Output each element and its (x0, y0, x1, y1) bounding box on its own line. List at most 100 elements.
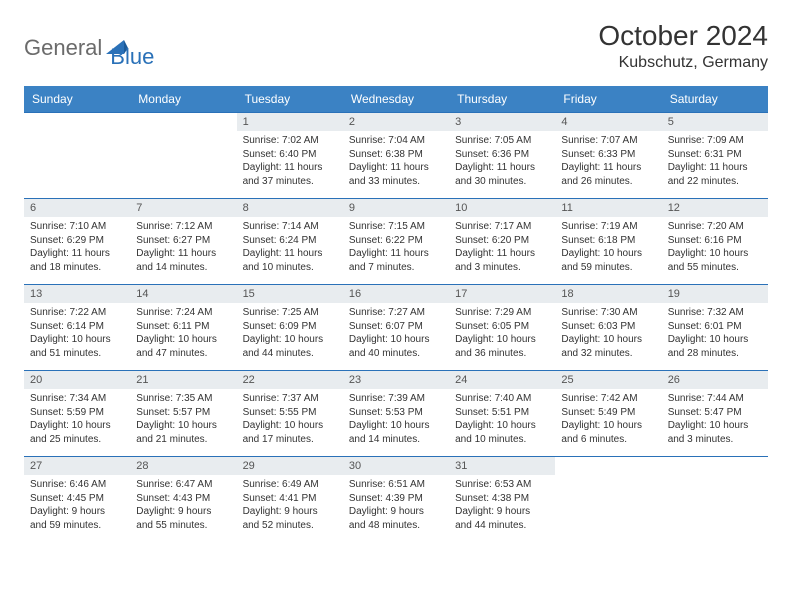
week-row: 1Sunrise: 7:02 AMSunset: 6:40 PMDaylight… (24, 113, 768, 199)
day-content: Sunrise: 6:47 AMSunset: 4:43 PMDaylight:… (130, 475, 236, 538)
day-content: Sunrise: 7:20 AMSunset: 6:16 PMDaylight:… (662, 217, 768, 280)
day-cell: 18Sunrise: 7:30 AMSunset: 6:03 PMDayligh… (555, 285, 661, 371)
day-cell: 5Sunrise: 7:09 AMSunset: 6:31 PMDaylight… (662, 113, 768, 199)
day-number: 19 (662, 285, 768, 303)
day-cell: 31Sunrise: 6:53 AMSunset: 4:38 PMDayligh… (449, 457, 555, 543)
day-number: 22 (237, 371, 343, 389)
day-cell: 24Sunrise: 7:40 AMSunset: 5:51 PMDayligh… (449, 371, 555, 457)
day-number: 25 (555, 371, 661, 389)
day-content: Sunrise: 6:49 AMSunset: 4:41 PMDaylight:… (237, 475, 343, 538)
day-header: Sunday (24, 86, 130, 113)
day-cell: 27Sunrise: 6:46 AMSunset: 4:45 PMDayligh… (24, 457, 130, 543)
day-number: 21 (130, 371, 236, 389)
day-header: Tuesday (237, 86, 343, 113)
day-number: 9 (343, 199, 449, 217)
day-number: 8 (237, 199, 343, 217)
day-content: Sunrise: 7:42 AMSunset: 5:49 PMDaylight:… (555, 389, 661, 452)
day-cell: 29Sunrise: 6:49 AMSunset: 4:41 PMDayligh… (237, 457, 343, 543)
day-cell: 21Sunrise: 7:35 AMSunset: 5:57 PMDayligh… (130, 371, 236, 457)
day-cell: 3Sunrise: 7:05 AMSunset: 6:36 PMDaylight… (449, 113, 555, 199)
day-number: 27 (24, 457, 130, 475)
day-cell: 28Sunrise: 6:47 AMSunset: 4:43 PMDayligh… (130, 457, 236, 543)
day-number: 6 (24, 199, 130, 217)
day-number: 7 (130, 199, 236, 217)
day-content: Sunrise: 6:51 AMSunset: 4:39 PMDaylight:… (343, 475, 449, 538)
logo-text-blue: Blue (110, 44, 154, 70)
day-cell: 6Sunrise: 7:10 AMSunset: 6:29 PMDaylight… (24, 199, 130, 285)
day-cell: 30Sunrise: 6:51 AMSunset: 4:39 PMDayligh… (343, 457, 449, 543)
day-number: 23 (343, 371, 449, 389)
day-content: Sunrise: 6:46 AMSunset: 4:45 PMDaylight:… (24, 475, 130, 538)
day-number: 11 (555, 199, 661, 217)
day-content: Sunrise: 7:22 AMSunset: 6:14 PMDaylight:… (24, 303, 130, 366)
location: Kubschutz, Germany (598, 54, 768, 72)
logo: General Blue (24, 20, 154, 70)
day-cell: 20Sunrise: 7:34 AMSunset: 5:59 PMDayligh… (24, 371, 130, 457)
week-row: 20Sunrise: 7:34 AMSunset: 5:59 PMDayligh… (24, 371, 768, 457)
day-content: Sunrise: 7:17 AMSunset: 6:20 PMDaylight:… (449, 217, 555, 280)
day-number: 10 (449, 199, 555, 217)
day-content: Sunrise: 7:35 AMSunset: 5:57 PMDaylight:… (130, 389, 236, 452)
day-number: 3 (449, 113, 555, 131)
day-number: 1 (237, 113, 343, 131)
day-number: 30 (343, 457, 449, 475)
day-header: Monday (130, 86, 236, 113)
day-content: Sunrise: 7:25 AMSunset: 6:09 PMDaylight:… (237, 303, 343, 366)
day-number: 17 (449, 285, 555, 303)
week-row: 6Sunrise: 7:10 AMSunset: 6:29 PMDaylight… (24, 199, 768, 285)
day-header: Saturday (662, 86, 768, 113)
title-block: October 2024 Kubschutz, Germany (598, 20, 768, 72)
day-cell: 23Sunrise: 7:39 AMSunset: 5:53 PMDayligh… (343, 371, 449, 457)
day-header: Friday (555, 86, 661, 113)
day-number: 5 (662, 113, 768, 131)
day-cell (24, 113, 130, 199)
day-content: Sunrise: 7:30 AMSunset: 6:03 PMDaylight:… (555, 303, 661, 366)
logo-text-general: General (24, 35, 102, 61)
day-content: Sunrise: 7:27 AMSunset: 6:07 PMDaylight:… (343, 303, 449, 366)
day-content: Sunrise: 7:37 AMSunset: 5:55 PMDaylight:… (237, 389, 343, 452)
day-number: 15 (237, 285, 343, 303)
day-cell: 10Sunrise: 7:17 AMSunset: 6:20 PMDayligh… (449, 199, 555, 285)
day-cell: 9Sunrise: 7:15 AMSunset: 6:22 PMDaylight… (343, 199, 449, 285)
day-cell: 19Sunrise: 7:32 AMSunset: 6:01 PMDayligh… (662, 285, 768, 371)
day-cell: 13Sunrise: 7:22 AMSunset: 6:14 PMDayligh… (24, 285, 130, 371)
day-number: 12 (662, 199, 768, 217)
day-number: 26 (662, 371, 768, 389)
day-cell: 8Sunrise: 7:14 AMSunset: 6:24 PMDaylight… (237, 199, 343, 285)
day-cell: 16Sunrise: 7:27 AMSunset: 6:07 PMDayligh… (343, 285, 449, 371)
day-cell: 17Sunrise: 7:29 AMSunset: 6:05 PMDayligh… (449, 285, 555, 371)
day-content: Sunrise: 7:12 AMSunset: 6:27 PMDaylight:… (130, 217, 236, 280)
day-cell: 12Sunrise: 7:20 AMSunset: 6:16 PMDayligh… (662, 199, 768, 285)
day-header: Thursday (449, 86, 555, 113)
day-content: Sunrise: 7:44 AMSunset: 5:47 PMDaylight:… (662, 389, 768, 452)
day-cell: 4Sunrise: 7:07 AMSunset: 6:33 PMDaylight… (555, 113, 661, 199)
week-row: 13Sunrise: 7:22 AMSunset: 6:14 PMDayligh… (24, 285, 768, 371)
day-content: Sunrise: 7:04 AMSunset: 6:38 PMDaylight:… (343, 131, 449, 194)
day-cell (130, 113, 236, 199)
day-content: Sunrise: 7:19 AMSunset: 6:18 PMDaylight:… (555, 217, 661, 280)
day-number: 18 (555, 285, 661, 303)
day-content: Sunrise: 7:40 AMSunset: 5:51 PMDaylight:… (449, 389, 555, 452)
day-content: Sunrise: 6:53 AMSunset: 4:38 PMDaylight:… (449, 475, 555, 538)
day-number: 24 (449, 371, 555, 389)
calendar-table: SundayMondayTuesdayWednesdayThursdayFrid… (24, 86, 768, 543)
month-title: October 2024 (598, 20, 768, 52)
day-number: 16 (343, 285, 449, 303)
week-row: 27Sunrise: 6:46 AMSunset: 4:45 PMDayligh… (24, 457, 768, 543)
day-number: 31 (449, 457, 555, 475)
day-cell: 2Sunrise: 7:04 AMSunset: 6:38 PMDaylight… (343, 113, 449, 199)
day-cell: 11Sunrise: 7:19 AMSunset: 6:18 PMDayligh… (555, 199, 661, 285)
day-number: 2 (343, 113, 449, 131)
day-cell (662, 457, 768, 543)
day-header: Wednesday (343, 86, 449, 113)
day-number: 20 (24, 371, 130, 389)
day-content: Sunrise: 7:39 AMSunset: 5:53 PMDaylight:… (343, 389, 449, 452)
day-content: Sunrise: 7:32 AMSunset: 6:01 PMDaylight:… (662, 303, 768, 366)
day-number: 29 (237, 457, 343, 475)
day-content: Sunrise: 7:29 AMSunset: 6:05 PMDaylight:… (449, 303, 555, 366)
day-content: Sunrise: 7:02 AMSunset: 6:40 PMDaylight:… (237, 131, 343, 194)
day-content: Sunrise: 7:10 AMSunset: 6:29 PMDaylight:… (24, 217, 130, 280)
calendar-body: 1Sunrise: 7:02 AMSunset: 6:40 PMDaylight… (24, 113, 768, 543)
day-content: Sunrise: 7:07 AMSunset: 6:33 PMDaylight:… (555, 131, 661, 194)
day-number: 28 (130, 457, 236, 475)
